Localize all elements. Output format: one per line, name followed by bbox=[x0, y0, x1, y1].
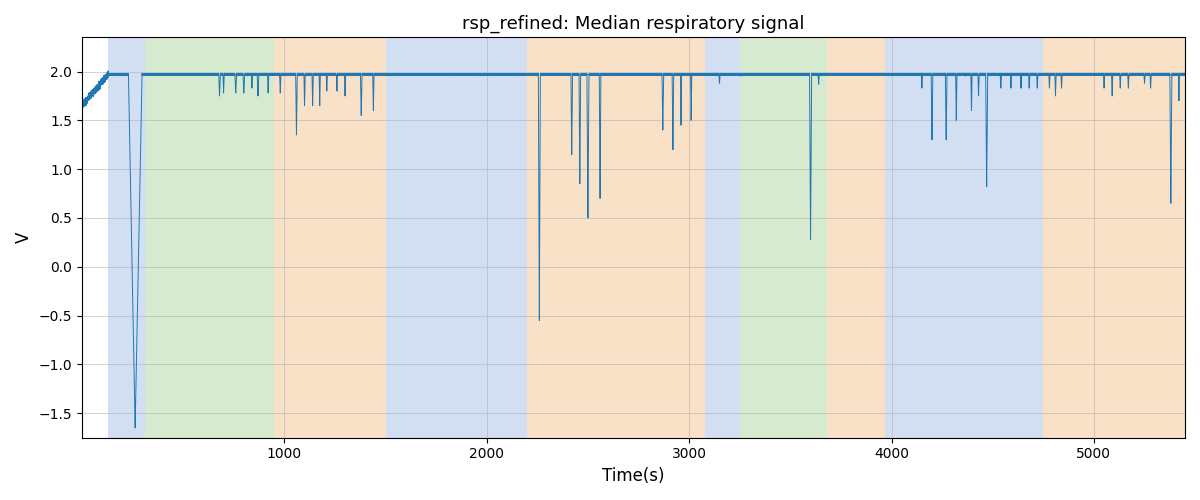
Bar bbox=[145, 38, 274, 438]
Title: rsp_refined: Median respiratory signal: rsp_refined: Median respiratory signal bbox=[462, 15, 805, 34]
Bar bbox=[1043, 38, 1186, 438]
Y-axis label: V: V bbox=[14, 232, 32, 243]
Bar bbox=[385, 38, 527, 438]
Bar bbox=[108, 38, 145, 438]
Bar bbox=[274, 38, 385, 438]
Bar bbox=[886, 38, 1043, 438]
Bar bbox=[527, 38, 706, 438]
Bar bbox=[739, 38, 827, 438]
X-axis label: Time(s): Time(s) bbox=[602, 467, 665, 485]
Bar bbox=[706, 38, 739, 438]
Bar bbox=[827, 38, 886, 438]
